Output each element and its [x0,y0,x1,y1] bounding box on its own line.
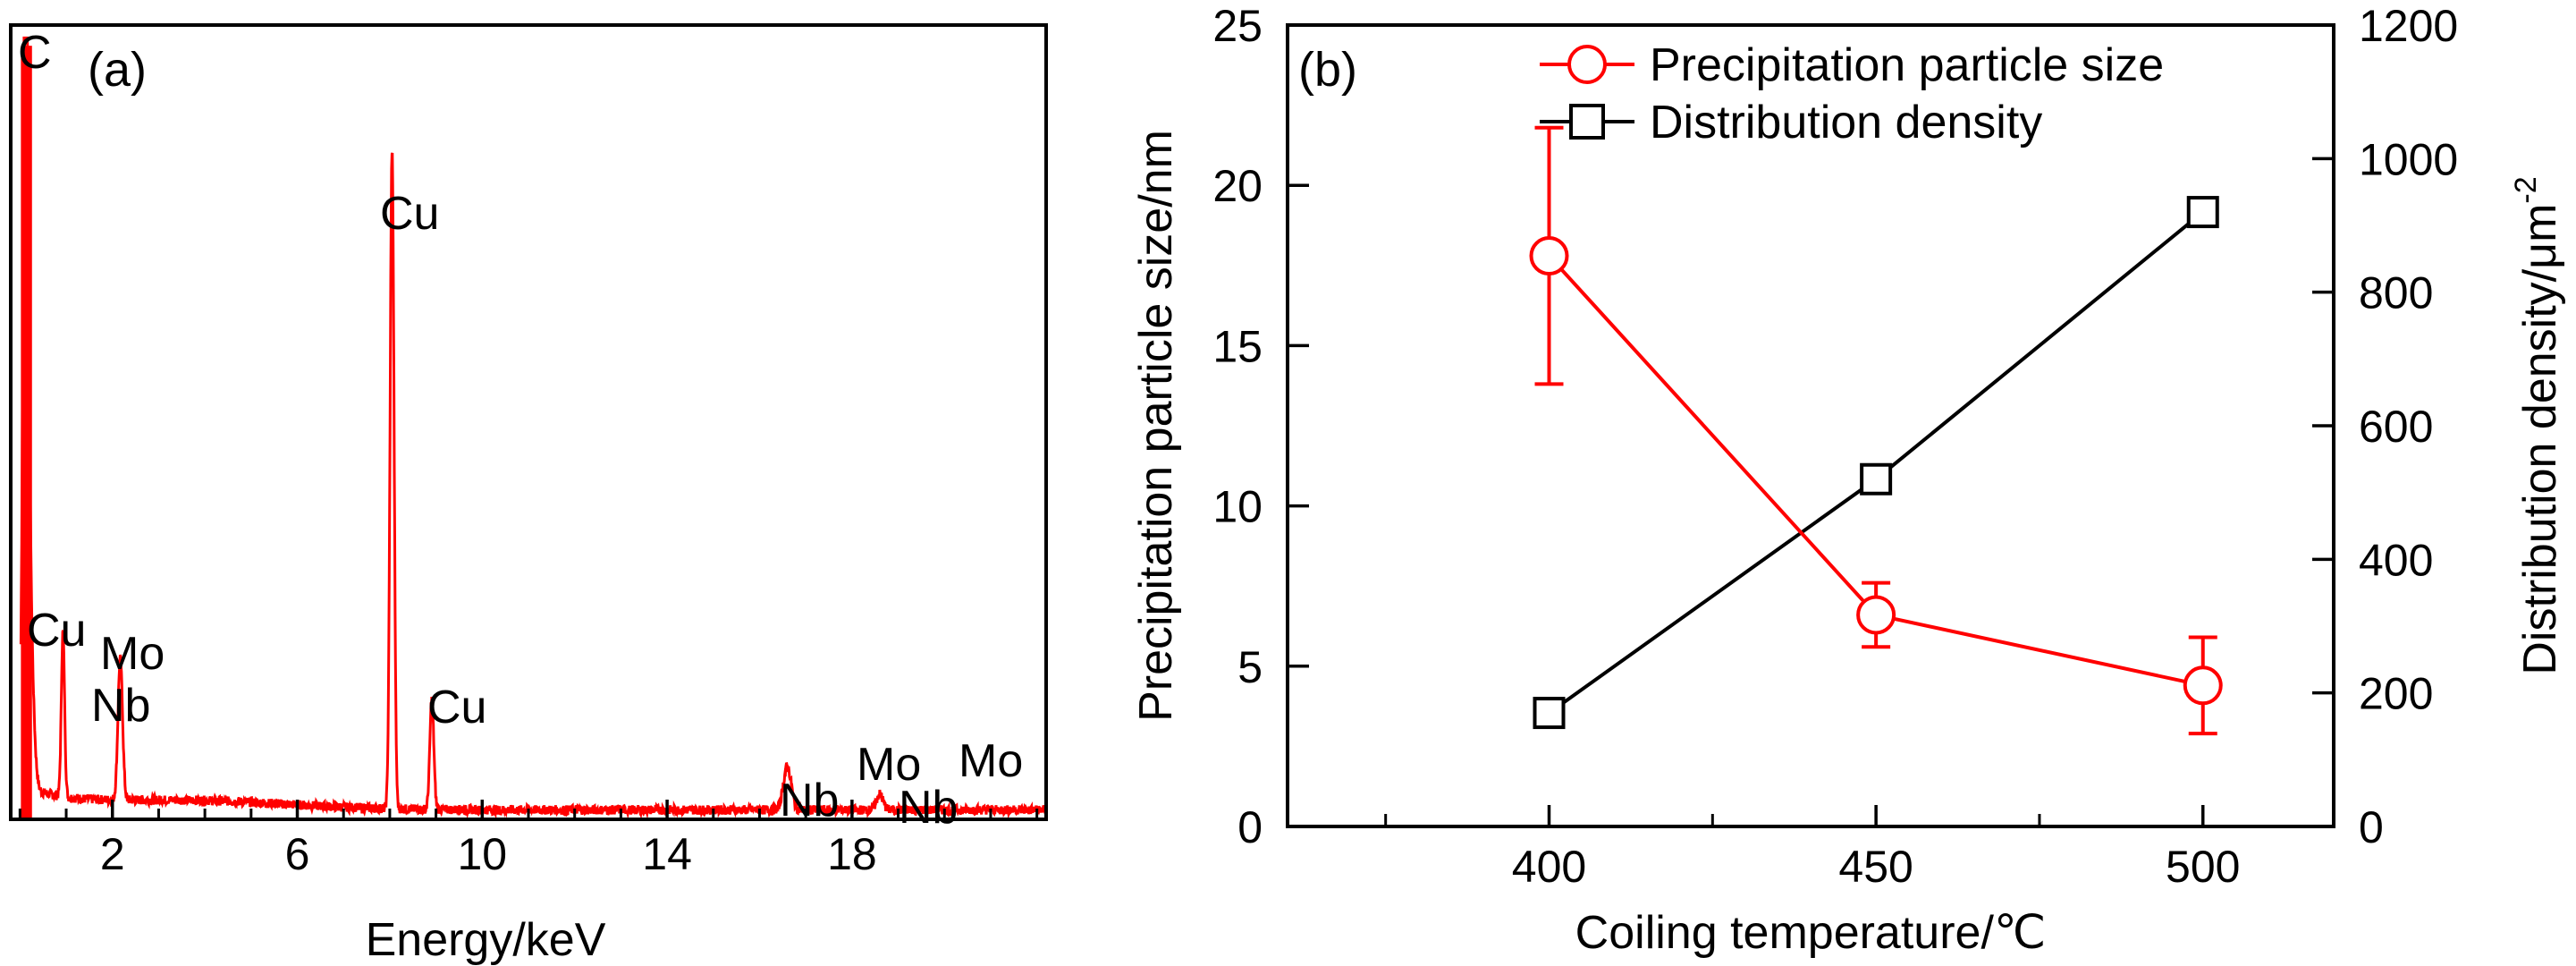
peak-label: Mo [857,739,921,791]
distribution-density-point [2186,196,2219,229]
left-y-tick-label: 5 [1237,642,1263,692]
right-y-tick-label: 1200 [2359,1,2458,51]
x-tick-label: 400 [1512,842,1586,892]
particle-size-point [1856,595,1896,635]
panel-a-x-ticks [18,800,1039,819]
left-y-tick-label: 20 [1212,161,1263,211]
peak-label: Nb [899,782,958,834]
right-y-label-superscript: -2 [2509,176,2543,203]
right-y-tick-label: 600 [2359,402,2433,452]
panel-b-label: (b) [1298,43,1357,97]
x-tick-label: 18 [827,829,877,879]
panel-b-coiling-chart: 400 450 500 0 5 10 15 20 25 0 200 400 600 800 1000 12… [1130,1,2566,959]
distribution-density-point [1533,697,1566,730]
panel-b-x-ticks: 400 450 500 [1384,805,2240,892]
right-y-label-text: Distribution density/μm [2514,204,2566,675]
right-y-tick-label: 0 [2359,802,2384,852]
x-tick-label: 450 [1838,842,1913,892]
particle-size-point [1529,236,1569,276]
panel-b-right-y-axis-label: Distribution density/μm-2 [2509,176,2566,674]
distribution-density-point [1860,462,1893,496]
left-y-tick-label: 10 [1212,482,1263,532]
x-tick-label: 6 [285,829,310,879]
left-y-tick-label: 15 [1212,321,1263,371]
peak-label: Nb [780,775,839,826]
panel-b-series [1529,125,2223,736]
eds-spectrum-path [19,36,1048,819]
x-tick-label: 10 [457,829,507,879]
carbon-peak-bar [21,46,32,820]
panel-b-x-axis-label: Coiling temperature/℃ [1575,907,2047,959]
panel-b-left-y-ticks: 0 5 10 15 20 25 [1212,1,1309,852]
peak-label: Cu [380,188,439,240]
legend-label-particle-size: Precipitation particle size [1650,39,2164,91]
left-y-tick-label: 25 [1212,1,1263,51]
panel-a-label: (a) [88,43,147,97]
right-y-tick-label: 1000 [2359,134,2458,184]
right-y-tick-label: 200 [2359,669,2433,719]
panel-a-x-tick-labels: 2 6 10 14 18 [100,829,877,879]
panel-b-left-y-axis-label: Precipitation particle size/nm [1130,130,1182,722]
x-tick-label: 2 [100,829,125,879]
legend-label-distribution-density: Distribution density [1650,97,2042,148]
legend-marker-circle [1567,45,1607,84]
legend: Precipitation particle size Distribution… [1540,39,2164,148]
panel-b-right-y-ticks: 0 200 400 600 800 1000 1200 [2312,1,2458,852]
peak-label: Mo [959,735,1023,787]
right-y-tick-label: 800 [2359,268,2433,318]
left-y-tick-label: 0 [1237,802,1263,852]
legend-marker-square [1569,104,1605,140]
x-tick-label: 14 [642,829,692,879]
peak-label: Cu [27,605,86,657]
particle-size-point [2183,665,2223,706]
peak-label: Mo [100,628,165,680]
right-y-tick-label: 400 [2359,535,2433,585]
peak-label: Cu [427,682,486,733]
peak-label: Nb [91,680,150,732]
panel-a-x-axis-label: Energy/keV [366,914,606,966]
peak-label: C [18,27,52,79]
x-tick-label: 500 [2166,842,2240,892]
panel-a-plot-frame [9,23,1048,821]
eds-spectrum-line [19,36,1048,820]
